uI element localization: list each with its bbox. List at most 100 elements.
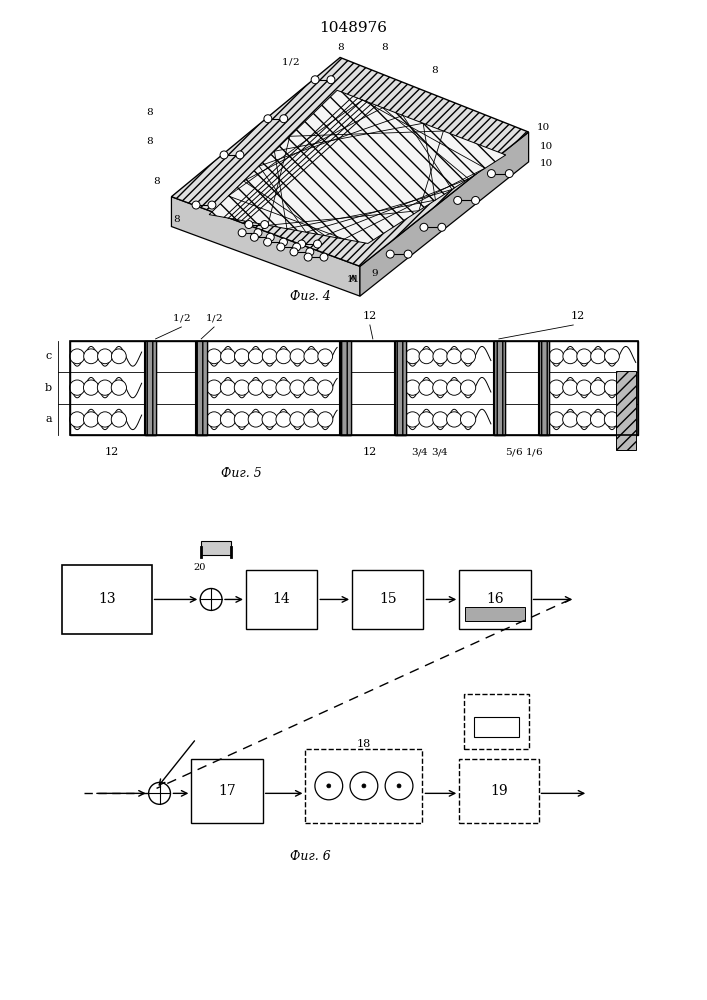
Bar xyxy=(395,341,406,435)
Circle shape xyxy=(304,380,319,395)
Circle shape xyxy=(206,380,222,395)
Text: c: c xyxy=(45,351,52,361)
Bar xyxy=(62,565,151,634)
Bar xyxy=(394,341,406,435)
Circle shape xyxy=(577,349,592,364)
Polygon shape xyxy=(171,57,529,266)
Circle shape xyxy=(350,772,378,800)
Polygon shape xyxy=(360,132,529,296)
Circle shape xyxy=(315,772,343,800)
Text: a: a xyxy=(45,414,52,424)
Circle shape xyxy=(386,250,395,258)
Bar xyxy=(537,341,549,435)
Bar xyxy=(494,341,505,435)
Text: /: / xyxy=(418,448,421,457)
Text: 1048976: 1048976 xyxy=(319,21,387,35)
Circle shape xyxy=(420,223,428,231)
Bar xyxy=(144,341,156,435)
Text: 20: 20 xyxy=(193,563,206,572)
Circle shape xyxy=(460,412,476,427)
Bar xyxy=(340,341,351,435)
Circle shape xyxy=(267,233,274,241)
Text: /: / xyxy=(512,448,515,457)
Circle shape xyxy=(460,380,476,395)
Circle shape xyxy=(192,201,200,209)
Circle shape xyxy=(98,380,112,395)
Circle shape xyxy=(461,349,476,364)
Circle shape xyxy=(438,223,446,231)
Circle shape xyxy=(433,412,448,427)
Circle shape xyxy=(235,349,250,364)
Circle shape xyxy=(404,250,412,258)
Circle shape xyxy=(262,349,277,364)
Bar xyxy=(197,341,207,435)
Bar xyxy=(395,341,406,435)
Bar xyxy=(70,341,638,435)
Bar xyxy=(539,341,549,435)
Text: 8: 8 xyxy=(382,43,388,52)
Circle shape xyxy=(487,170,496,178)
Circle shape xyxy=(419,349,434,364)
Text: 12: 12 xyxy=(363,311,377,321)
Text: 2: 2 xyxy=(183,314,189,323)
Bar xyxy=(246,570,317,629)
Text: 2: 2 xyxy=(292,58,299,67)
Circle shape xyxy=(590,412,606,427)
Circle shape xyxy=(433,349,448,364)
Circle shape xyxy=(70,349,85,364)
Circle shape xyxy=(304,253,312,261)
Circle shape xyxy=(447,412,462,427)
Circle shape xyxy=(290,412,305,427)
Circle shape xyxy=(290,349,305,364)
Bar xyxy=(459,570,530,629)
Circle shape xyxy=(234,412,250,427)
Circle shape xyxy=(206,349,221,364)
Text: /: / xyxy=(532,448,535,457)
Circle shape xyxy=(362,784,366,788)
Circle shape xyxy=(69,380,85,395)
Circle shape xyxy=(69,412,85,427)
Circle shape xyxy=(454,196,462,204)
Circle shape xyxy=(276,412,291,427)
Circle shape xyxy=(604,380,619,395)
Text: b: b xyxy=(45,383,52,393)
Bar xyxy=(352,570,423,629)
Circle shape xyxy=(148,782,170,804)
Circle shape xyxy=(590,349,605,364)
Circle shape xyxy=(220,151,228,159)
Text: 4: 4 xyxy=(421,448,428,457)
Text: Фиг. 6: Фиг. 6 xyxy=(290,850,331,863)
Circle shape xyxy=(506,170,513,178)
Text: /: / xyxy=(180,314,183,323)
Circle shape xyxy=(262,412,277,427)
Text: 10: 10 xyxy=(537,123,550,132)
Circle shape xyxy=(208,201,216,209)
Circle shape xyxy=(236,151,244,159)
Circle shape xyxy=(298,240,305,248)
Circle shape xyxy=(576,412,592,427)
Bar xyxy=(493,341,505,435)
Polygon shape xyxy=(171,197,360,296)
Circle shape xyxy=(234,380,250,395)
Circle shape xyxy=(563,349,578,364)
Circle shape xyxy=(112,349,127,364)
Bar xyxy=(616,371,636,450)
Bar xyxy=(201,541,231,555)
Text: 3: 3 xyxy=(431,448,438,457)
Circle shape xyxy=(221,380,235,395)
Text: 8: 8 xyxy=(146,108,153,117)
Bar xyxy=(474,717,519,737)
Circle shape xyxy=(590,380,606,395)
Bar xyxy=(340,341,351,435)
Circle shape xyxy=(405,349,420,364)
Circle shape xyxy=(277,243,285,251)
Text: Фиг. 5: Фиг. 5 xyxy=(221,467,262,480)
Text: 10: 10 xyxy=(540,142,553,151)
Text: 6: 6 xyxy=(515,448,522,457)
Circle shape xyxy=(604,412,619,427)
Text: 1: 1 xyxy=(525,448,532,457)
Bar xyxy=(305,749,423,823)
Bar xyxy=(494,341,505,435)
Circle shape xyxy=(98,412,112,427)
Circle shape xyxy=(317,380,333,395)
